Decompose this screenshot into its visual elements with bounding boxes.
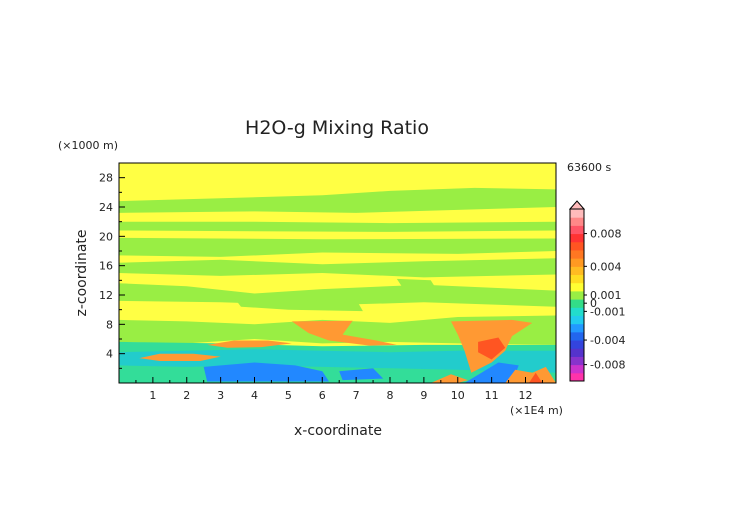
colorbar-band	[570, 249, 584, 259]
x-tick-label: 3	[217, 389, 224, 402]
field-region-positive	[430, 374, 468, 383]
y-tick-label: 16	[99, 260, 113, 273]
colorbar-label: -0.001	[590, 305, 625, 318]
x-axis-label: x-coordinate	[294, 423, 382, 439]
field-region-slightly-negative	[234, 297, 363, 312]
colorbar-band	[570, 340, 584, 349]
field-region-slightly-negative	[119, 187, 556, 213]
field-region-strong-positive	[528, 372, 543, 383]
colorbar-band	[570, 225, 584, 235]
y-axis-label: z-coordinate	[74, 229, 90, 316]
y-tick-label: 4	[106, 348, 113, 361]
field-regions	[119, 187, 556, 383]
colorbar-band	[570, 274, 584, 284]
colorbar-band	[570, 266, 584, 276]
y-tick-label: 8	[106, 318, 113, 331]
x-unit-label: (×1E4 m)	[510, 404, 563, 417]
x-tick-label: 5	[285, 389, 292, 402]
y-tick-label: 20	[99, 230, 113, 243]
colorbar-band	[570, 331, 584, 341]
x-tick-label: 2	[183, 389, 190, 402]
colorbar-band	[570, 217, 584, 226]
time-label: 63600 s	[567, 161, 611, 174]
field-region-positive	[207, 340, 292, 348]
y-unit-label: (×1000 m)	[58, 139, 118, 152]
field-region-more-negative	[119, 349, 556, 373]
x-tick-label: 4	[251, 389, 258, 402]
y-tick-label: 28	[99, 172, 113, 185]
y-tick-label: 12	[99, 289, 113, 302]
colorbar-label: 0	[590, 297, 597, 310]
colorbar-band	[570, 299, 584, 308]
x-tick-label: 8	[387, 389, 394, 402]
colorbar-band	[570, 372, 584, 382]
x-tick-label: 6	[319, 389, 326, 402]
colorbar-band	[570, 282, 584, 292]
field-region-slightly-negative	[119, 237, 556, 257]
colorbar-label: 0.001	[590, 289, 622, 302]
colorbar-label: 0.008	[590, 228, 622, 241]
colorbar-label: -0.008	[590, 359, 625, 372]
colorbar-band	[570, 356, 584, 366]
field-region-strong-negative	[339, 368, 384, 381]
field-region-slightly-negative	[396, 278, 438, 291]
x-tick-label: 12	[519, 389, 533, 402]
field-region-strong-negative	[464, 362, 519, 383]
field-region-positive	[139, 353, 221, 361]
x-ticks: 1 2 3 4 5 6 7 8 9 10 11 12	[135, 377, 543, 402]
colorbar-band	[570, 348, 584, 357]
x-tick-label: 1	[149, 389, 156, 402]
chart-title: H2O-g Mixing Ratio	[245, 117, 429, 139]
field-region-positive	[505, 366, 556, 383]
colorbar-band	[570, 241, 584, 251]
x-tick-label: 9	[420, 389, 427, 402]
colorbar-band	[570, 209, 584, 218]
y-tick-label: 24	[99, 201, 113, 214]
colorbar-band	[570, 315, 584, 325]
field-region-strong-negative	[203, 362, 329, 382]
field-region-slightly-negative	[119, 258, 556, 278]
x-tick-label: 11	[485, 389, 499, 402]
colorbar-extend-arrow	[568, 200, 586, 210]
plot-frame	[118, 162, 557, 384]
colorbar-band	[570, 290, 584, 300]
colorbar-band	[570, 258, 584, 267]
colorbar-band	[570, 323, 584, 333]
colorbar-band	[570, 364, 584, 374]
field-region-strong-positive	[478, 337, 506, 360]
y-ticks: 4 8 12 16 20 24 28	[99, 172, 125, 369]
colorbar-band	[570, 307, 584, 316]
x-tick-label: 10	[451, 389, 465, 402]
colorbar-label: 0.004	[590, 260, 622, 273]
field-region-slightly-negative	[119, 221, 556, 232]
colorbar-label: -0.004	[590, 334, 625, 347]
field-region-positive	[291, 320, 397, 346]
field-region-slightly-negative	[119, 283, 556, 307]
colorbar-band	[570, 233, 584, 243]
x-tick-label: 7	[353, 389, 360, 402]
